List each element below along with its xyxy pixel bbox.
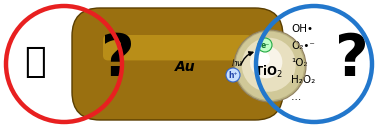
Text: OH•: OH•	[291, 24, 313, 34]
Circle shape	[226, 68, 240, 82]
Text: ?: ?	[335, 31, 369, 88]
Circle shape	[250, 46, 282, 78]
Text: Au: Au	[175, 60, 195, 74]
Text: TiO$_2$: TiO$_2$	[254, 64, 282, 80]
FancyBboxPatch shape	[72, 8, 283, 120]
Circle shape	[234, 30, 306, 102]
FancyBboxPatch shape	[103, 35, 252, 60]
Text: h⁺: h⁺	[228, 71, 238, 79]
Text: 🔥: 🔥	[24, 45, 46, 79]
Text: …: …	[291, 92, 301, 102]
Text: e⁻: e⁻	[260, 41, 270, 50]
Text: O₂•⁻: O₂•⁻	[291, 41, 315, 51]
Circle shape	[258, 38, 272, 52]
Circle shape	[256, 52, 270, 66]
Text: hν: hν	[232, 58, 242, 67]
Text: ¹O₂: ¹O₂	[291, 58, 308, 68]
Circle shape	[235, 32, 304, 100]
Circle shape	[242, 38, 296, 92]
Text: H₂O₂: H₂O₂	[291, 75, 315, 85]
Text: ?: ?	[101, 31, 135, 88]
